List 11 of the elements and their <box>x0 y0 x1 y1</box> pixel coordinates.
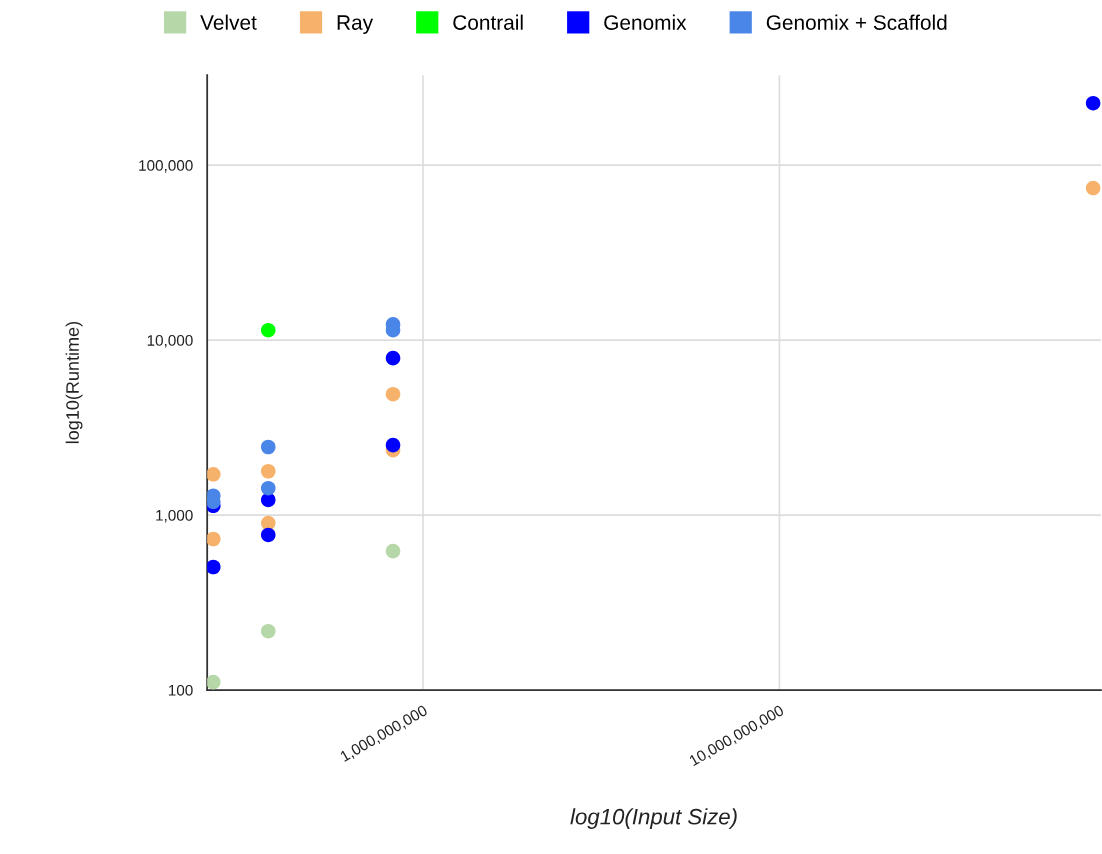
y-tick-label: 1,000 <box>156 509 193 523</box>
y-tick-label: 10,000 <box>147 334 193 348</box>
legend-label: Ray <box>337 15 374 34</box>
y-tick-label: 100 <box>168 684 193 696</box>
legend-label: Velvet <box>200 14 257 30</box>
legend-label: Genomix <box>604 14 687 30</box>
y-axis-title: log10(Runtime) <box>65 321 83 444</box>
legend-label: Genomix + Scaffold <box>766 14 947 30</box>
x-axis-title: log10(Input Size) <box>570 808 737 829</box>
legend-label: Contrail <box>453 14 523 30</box>
y-tick-label: 100,000 <box>139 160 193 173</box>
